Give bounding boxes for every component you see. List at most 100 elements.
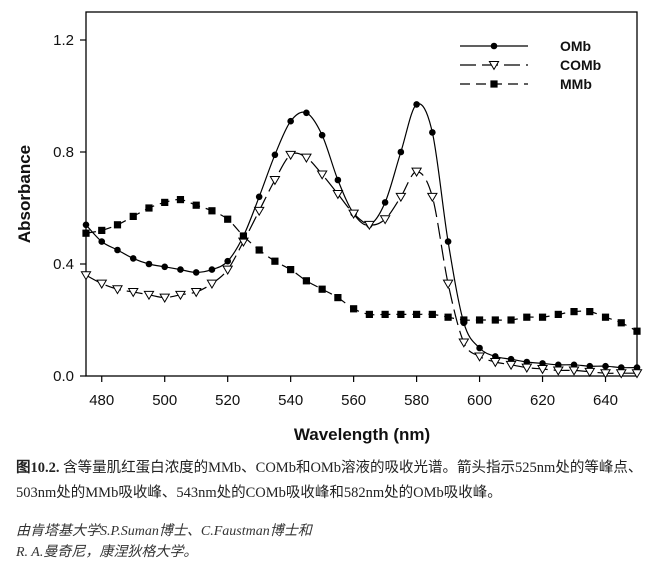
data-point-omb <box>82 221 90 229</box>
data-point-comb <box>80 271 92 281</box>
data-point-comb <box>584 367 596 378</box>
y-tick-label: 0.0 <box>53 368 74 385</box>
data-point-comb <box>568 366 580 376</box>
data-point-comb <box>222 265 234 275</box>
legend-marker <box>490 80 498 88</box>
data-point-mmb <box>287 266 295 274</box>
y-axis-ticks: 0.0 0.4 0.8 1.2 <box>53 32 86 385</box>
data-point-comb <box>363 220 375 231</box>
data-point-mmb <box>428 310 436 318</box>
x-tick-label: 640 <box>593 392 618 409</box>
series-comb <box>80 150 643 379</box>
absorption-spectrum-chart: 480 500 520 540 560 580 600 620 640 0.0 0.4 0.8 1.2… <box>15 11 643 444</box>
data-point-comb <box>300 153 312 163</box>
data-point-comb <box>206 279 218 289</box>
data-point-omb <box>444 238 452 245</box>
data-point-comb <box>600 369 611 379</box>
x-tick-label: 540 <box>278 392 303 409</box>
data-point-mmb <box>381 310 389 318</box>
data-point-comb <box>96 279 108 289</box>
legend-label: MMb <box>560 76 592 92</box>
data-point-comb <box>631 369 643 379</box>
x-tick-label: 620 <box>530 392 555 409</box>
data-point-mmb <box>302 277 310 285</box>
data-point-omb <box>334 176 342 184</box>
data-point-omb <box>318 131 326 139</box>
data-point-comb <box>442 279 454 289</box>
data-point-omb <box>287 117 294 125</box>
x-tick-label: 580 <box>404 392 429 409</box>
x-tick-label: 600 <box>467 392 492 409</box>
legend: OMb COMb MMb <box>460 38 601 92</box>
legend-item-comb: COMb <box>460 57 601 73</box>
data-point-mmb <box>523 313 531 321</box>
data-point-comb <box>537 365 549 375</box>
data-point-omb <box>271 151 279 159</box>
legend-item-omb: OMb <box>460 38 591 54</box>
data-point-mmb <box>82 229 90 237</box>
data-point-comb <box>332 190 344 200</box>
data-point-omb <box>381 199 389 206</box>
data-point-omb <box>397 148 405 156</box>
data-point-mmb <box>633 327 641 335</box>
data-point-mmb <box>350 305 358 313</box>
data-point-comb <box>112 285 123 295</box>
data-point-mmb <box>98 226 106 234</box>
data-point-omb <box>224 257 231 265</box>
data-point-mmb <box>255 246 263 254</box>
data-point-mmb <box>413 310 421 318</box>
series-omb <box>82 101 641 371</box>
data-point-comb <box>316 170 328 180</box>
data-point-comb <box>253 206 265 217</box>
data-point-comb <box>411 167 423 177</box>
data-point-omb <box>114 246 121 254</box>
data-point-mmb <box>617 319 625 327</box>
data-point-comb <box>143 290 155 301</box>
data-point-omb <box>145 260 153 268</box>
data-point-mmb <box>491 316 499 324</box>
data-point-omb <box>177 266 184 273</box>
legend-marker <box>490 42 498 50</box>
x-tick-label: 480 <box>89 392 114 409</box>
y-tick-label: 0.8 <box>53 144 74 161</box>
credit-line-2: R. A.曼奇尼，康涅狄格大学。 <box>16 545 198 560</box>
data-point-comb <box>426 192 438 203</box>
data-point-mmb <box>129 212 137 220</box>
data-point-omb <box>208 266 216 273</box>
figure-caption: 图10.2. 含等量肌红蛋白浓度的MMb、COMb和OMb溶液的吸收光谱。箭头指… <box>16 456 646 506</box>
y-axis-title: Absorbance <box>15 145 34 243</box>
data-point-omb <box>98 238 106 245</box>
data-point-comb <box>615 369 627 379</box>
data-point-comb <box>285 150 297 161</box>
series-line-mmb <box>85 198 638 332</box>
plot-area <box>85 11 638 377</box>
data-point-mmb <box>586 308 594 316</box>
data-point-comb <box>190 288 202 298</box>
data-point-omb <box>303 109 310 117</box>
data-point-comb <box>174 290 186 301</box>
legend-label: COMb <box>560 57 601 73</box>
data-point-mmb <box>318 285 326 293</box>
data-point-mmb <box>554 310 562 318</box>
data-point-mmb <box>538 313 547 321</box>
x-tick-label: 500 <box>152 392 177 409</box>
data-point-mmb <box>507 316 515 324</box>
data-point-mmb <box>271 257 279 265</box>
data-point-mmb <box>208 207 216 215</box>
data-point-comb <box>379 215 391 225</box>
data-point-mmb <box>365 310 373 318</box>
data-point-comb <box>159 293 171 303</box>
y-tick-label: 0.4 <box>53 256 74 273</box>
legend-marker <box>488 61 500 71</box>
data-point-mmb <box>460 316 468 324</box>
data-point-mmb <box>145 204 153 212</box>
data-point-mmb <box>397 310 405 318</box>
data-point-omb <box>413 101 420 108</box>
data-point-omb <box>476 344 483 352</box>
data-point-comb <box>348 209 360 219</box>
data-point-omb <box>255 193 263 201</box>
legend-item-mmb: MMb <box>460 76 592 92</box>
series-line-comb <box>85 152 637 374</box>
data-point-mmb <box>161 198 169 206</box>
data-point-omb <box>192 269 200 276</box>
